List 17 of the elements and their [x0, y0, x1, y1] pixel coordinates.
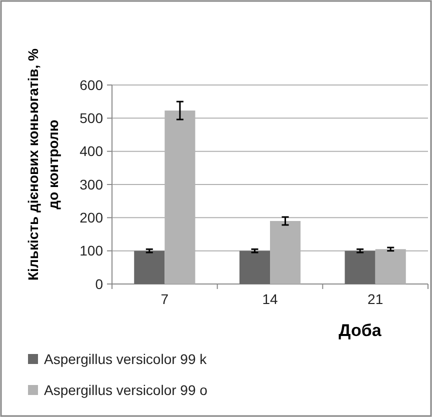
x-tick-label: 21 [368, 291, 384, 307]
y-tick-label: 600 [80, 76, 104, 93]
y-tick-label: 400 [80, 143, 104, 160]
legend-label: Aspergillus versicolor 99 o [44, 382, 208, 398]
x-tick-label: 7 [160, 291, 169, 307]
y-tick-label: 100 [80, 242, 104, 259]
y-tick-label: 300 [80, 176, 104, 192]
bar [239, 250, 270, 284]
y-axis-title: Кількість дієнових коньюгатів, % до контролю [25, 48, 61, 280]
y-tick-label: 0 [95, 276, 104, 292]
x-axis-title: Доба [338, 321, 382, 340]
y-tick-label: 500 [80, 110, 104, 126]
x-tick-label: 14 [262, 291, 278, 307]
bar [134, 250, 165, 284]
bar [344, 250, 376, 284]
legend-label: Aspergillus versicolor 99 k [44, 350, 208, 367]
y-tick-label: 200 [80, 210, 104, 226]
